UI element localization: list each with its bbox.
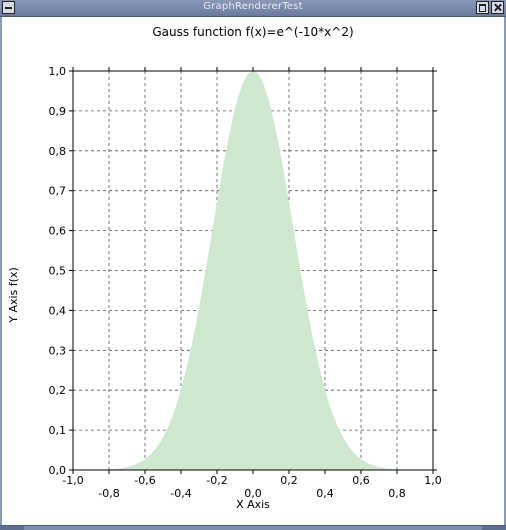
close-button[interactable] <box>491 1 504 14</box>
x-tick-label: 0,2 <box>280 474 298 487</box>
x-tick-label: -0,2 <box>206 474 227 487</box>
chart-title: Gauss function f(x)=e^(-10*x^2) <box>152 25 353 39</box>
gauss-chart: Gauss function f(x)=e^(-10*x^2) -1,0 -0,6… <box>0 17 506 529</box>
y-tick-label: 0,2 <box>49 384 67 397</box>
x-tick-label: -0,6 <box>134 474 155 487</box>
x-tick-label: 0,4 <box>316 487 334 500</box>
y-tick-labels: 0,0 0,1 0,2 0,3 0,4 0,5 0,6 0,7 0,8 0,9 1,0 <box>49 65 67 477</box>
x-tick-label: 0,8 <box>388 487 406 500</box>
window-title: GraphRendererTest <box>0 1 506 12</box>
y-tick-label: 0,9 <box>49 105 67 118</box>
y-tick-label: 1,0 <box>49 65 67 78</box>
y-tick-label: 0,5 <box>49 265 67 278</box>
y-tick-label: 0,7 <box>49 185 67 198</box>
y-tick-label: 0,1 <box>49 424 67 437</box>
x-tick-label: -0,4 <box>170 487 191 500</box>
x-tick-label: -0,8 <box>98 487 119 500</box>
maximize-button[interactable] <box>476 1 489 14</box>
y-tick-label: 0,6 <box>49 225 67 238</box>
y-tick-label: 0,8 <box>49 145 67 158</box>
x-axis-label: X Axis <box>236 498 270 511</box>
window-titlebar[interactable]: GraphRendererTest <box>0 0 506 17</box>
x-tick-label: 1,0 <box>424 474 442 487</box>
y-axis-label: Y Axis f(x) <box>7 267 20 324</box>
x-tick-label: 0,6 <box>352 474 370 487</box>
x-tick-labels: -1,0 -0,6 -0,2 0,2 0,6 1,0-0,8 -0,4 0,0 0,4 0,8 <box>62 474 441 500</box>
y-tick-label: 0,3 <box>49 344 67 357</box>
y-tick-label: 0,4 <box>49 304 67 317</box>
y-tick-label: 0,0 <box>49 464 67 477</box>
